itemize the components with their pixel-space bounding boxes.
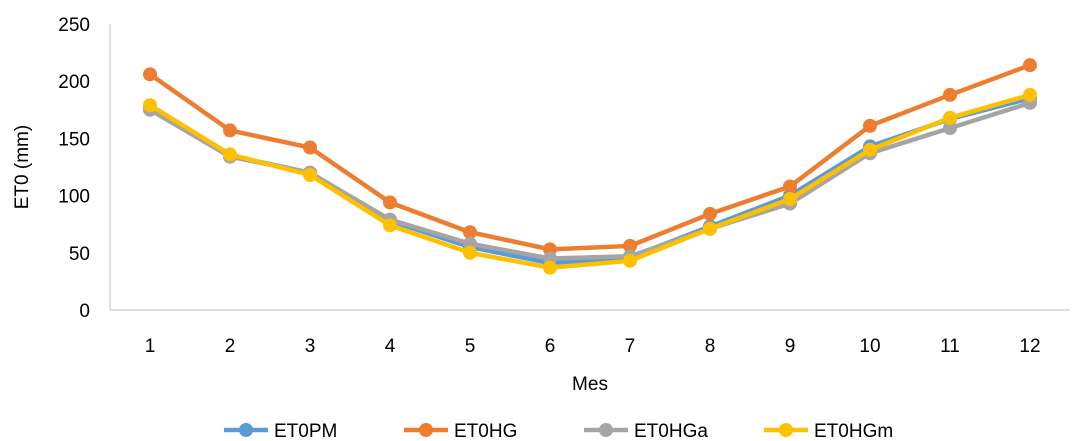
data-point	[1023, 87, 1037, 102]
data-point	[543, 260, 557, 275]
y-axis-title: ET0 (mm)	[12, 125, 33, 209]
legend-item: ET0PM	[224, 421, 337, 441]
legend-point-marker	[599, 423, 613, 437]
legend-label: ET0HGm	[814, 421, 893, 441]
x-tick-label: 9	[785, 336, 796, 357]
legend-point-marker	[239, 423, 253, 437]
data-point	[863, 142, 877, 157]
legend-item: ET0HGm	[764, 421, 893, 441]
data-point	[783, 179, 797, 194]
data-point	[863, 118, 877, 133]
data-point	[143, 67, 157, 82]
y-tick-labels: 0 50 100 150 200 250	[58, 15, 90, 322]
data-point	[623, 253, 637, 268]
legend-label: ET0HG	[454, 421, 517, 441]
series-ET0PM	[143, 91, 1037, 271]
x-tick-label: 10	[859, 336, 880, 357]
data-point	[703, 206, 717, 221]
series-ET0HGa	[143, 95, 1037, 266]
data-point	[943, 87, 957, 102]
data-point	[623, 238, 637, 253]
data-point	[1023, 58, 1037, 73]
legend-point-marker	[419, 423, 433, 437]
x-tick-label: 2	[225, 336, 236, 357]
x-tick-label: 7	[625, 336, 636, 357]
x-tick-label: 6	[545, 336, 556, 357]
data-point	[703, 221, 717, 236]
data-point	[383, 195, 397, 210]
legend-item: ET0HGa	[584, 421, 708, 441]
x-tick-label: 1	[145, 336, 156, 357]
x-tick-label: 8	[705, 336, 716, 357]
data-point	[303, 168, 317, 183]
data-point	[143, 98, 157, 113]
data-point	[223, 147, 237, 162]
series-ET0HG	[143, 58, 1037, 257]
legend-label: ET0PM	[274, 421, 337, 441]
y-tick-label: 250	[58, 15, 90, 36]
y-tick-label: 0	[79, 301, 90, 322]
x-tick-label: 4	[385, 336, 396, 357]
y-tick-label: 100	[58, 187, 90, 208]
series-ET0HGm	[143, 87, 1037, 275]
series-line	[147, 100, 1033, 261]
data-point	[943, 121, 957, 136]
y-tick-label: 200	[58, 72, 90, 93]
x-tick-label: 11	[940, 336, 960, 357]
data-point	[303, 140, 317, 155]
x-tick-labels: 1 2 3 4 5 6 7 8 9 10 11 12	[145, 336, 1041, 357]
series-layer	[143, 58, 1037, 275]
data-point	[783, 192, 797, 207]
x-tick-label: 5	[465, 336, 476, 357]
legend-point-marker	[779, 423, 793, 437]
data-point	[943, 110, 957, 125]
axes	[109, 24, 1070, 311]
data-point	[463, 225, 477, 240]
x-tick-label: 12	[1019, 336, 1040, 357]
data-point	[383, 218, 397, 233]
series-line	[147, 96, 1033, 266]
y-tick-label: 50	[69, 244, 90, 265]
y-tick-label: 150	[58, 129, 90, 150]
legend-item: ET0HG	[404, 421, 517, 441]
x-tick-label: 3	[305, 336, 316, 357]
data-point	[223, 123, 237, 138]
legend-label: ET0HGa	[634, 421, 708, 441]
data-point	[463, 245, 477, 260]
legend: ET0PM ET0HG ET0HGa ET0HGm	[224, 421, 893, 441]
series-line	[147, 92, 1033, 270]
x-axis-title: Mes	[572, 374, 608, 395]
series-line	[147, 62, 1033, 252]
